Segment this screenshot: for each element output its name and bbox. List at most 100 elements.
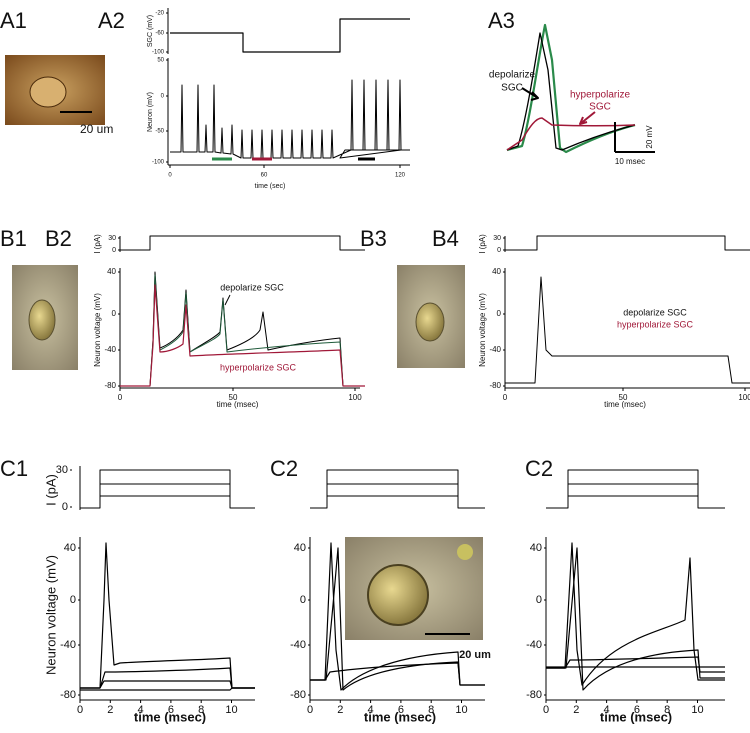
x-tick-label: 6 xyxy=(634,704,640,716)
panel-label: B4 xyxy=(432,226,459,251)
y-tick-label: -40 xyxy=(526,639,542,651)
y-tick-label: -20 xyxy=(155,11,164,17)
arrow xyxy=(224,294,231,306)
x-tick-label: 50 xyxy=(619,393,628,402)
cell xyxy=(367,564,429,626)
x-tick-label: 4 xyxy=(368,704,374,716)
x-tick-label: 0 xyxy=(543,704,549,716)
label: hyperpolarize SGC xyxy=(617,319,694,329)
y-tick-label: -80 xyxy=(489,381,501,390)
cell xyxy=(29,76,67,108)
axis-title: I (pA) xyxy=(43,474,58,506)
micrograph-b1 xyxy=(12,265,78,370)
x-tick-label: 100 xyxy=(738,393,750,402)
trace xyxy=(505,276,750,384)
trace xyxy=(310,542,485,691)
x-tick-label: 0 xyxy=(118,393,123,402)
y-tick-label: 40 xyxy=(107,267,116,276)
current-step xyxy=(310,469,485,509)
y-tick-label: 40 xyxy=(492,267,501,276)
label: depolarize SGC xyxy=(220,282,284,292)
x-tick-label: 0 xyxy=(168,173,172,179)
scale-label: 20 um xyxy=(80,122,113,136)
x-tick-label: 6 xyxy=(168,704,174,716)
panel-label: A3 xyxy=(488,8,515,33)
trace xyxy=(120,284,365,387)
trace xyxy=(170,18,410,53)
y-tick-label: -60 xyxy=(155,31,164,37)
panel-label: B3 xyxy=(360,226,387,251)
y-tick-label: 40 xyxy=(530,542,542,554)
panel-label: B2 xyxy=(45,226,72,251)
scale-label: 20 um xyxy=(459,649,491,661)
y-tick-label: 30 xyxy=(108,235,116,242)
y-tick-label: 40 xyxy=(64,542,76,554)
axis-title: time (sec) xyxy=(255,183,286,190)
y-tick-label: 30 xyxy=(493,235,501,242)
cell xyxy=(415,302,445,342)
x-tick-label: 10 xyxy=(691,704,703,716)
y-tick-label: -50 xyxy=(155,129,164,135)
y-tick-label: -40 xyxy=(489,345,501,354)
y-tick-label: -40 xyxy=(104,345,116,354)
y-tick-label: -40 xyxy=(60,639,76,651)
trace xyxy=(80,687,255,691)
axis-title: time (msec) xyxy=(364,709,436,724)
x-tick-label: 4 xyxy=(604,704,610,716)
y-tick-label: 0 xyxy=(62,501,68,513)
label: depolarize SGC xyxy=(623,307,687,317)
x-tick-label: 50 xyxy=(229,393,238,402)
label: depolarize xyxy=(489,70,536,81)
y-tick-label: 40 xyxy=(294,542,306,554)
axis-title: time (msec) xyxy=(134,709,206,724)
current-step xyxy=(80,469,255,509)
x-tick-label: 60 xyxy=(261,173,268,179)
panel-label: A1 xyxy=(0,8,27,33)
x-tick-label: 8 xyxy=(428,704,434,716)
x-tick-label: 10 xyxy=(455,704,467,716)
trace xyxy=(506,32,636,151)
axis-title: Neuron voltage (mV) xyxy=(478,293,487,367)
y-tick-label: 0 xyxy=(497,309,502,318)
cell xyxy=(457,544,473,560)
x-tick-label: 6 xyxy=(398,704,404,716)
y-tick-label: 0 xyxy=(70,594,76,606)
y-tick-label: -80 xyxy=(290,689,306,701)
trace xyxy=(506,117,636,151)
y-tick-label: -100 xyxy=(152,50,165,56)
panel-label: A2 xyxy=(98,8,125,33)
x-tick-label: 2 xyxy=(107,704,113,716)
trace xyxy=(120,235,365,251)
y-tick-label: -80 xyxy=(526,689,542,701)
y-tick-label: -40 xyxy=(290,639,306,651)
trace xyxy=(546,656,725,673)
micrograph-a1 xyxy=(5,55,105,125)
trace xyxy=(546,547,725,691)
y-tick-label: 0 xyxy=(161,94,165,100)
x-tick-label: 8 xyxy=(664,704,670,716)
x-tick-label: 100 xyxy=(348,393,362,402)
trace xyxy=(80,667,255,689)
y-tick-label: -80 xyxy=(60,689,76,701)
x-tick-label: 2 xyxy=(573,704,579,716)
x-tick-label: 4 xyxy=(138,704,144,716)
label: hyperpolarize xyxy=(570,90,630,101)
x-tick-label: 2 xyxy=(337,704,343,716)
y-tick-label: 0 xyxy=(300,594,306,606)
y-tick-label: 0 xyxy=(112,247,116,254)
panel-label: C2 xyxy=(270,456,298,481)
y-tick-label: -100 xyxy=(152,160,165,166)
label: SGC xyxy=(589,102,611,113)
axis-title: I (pA) xyxy=(93,234,102,254)
label: SGC xyxy=(501,83,523,94)
label: hyperpolarize SGC xyxy=(220,362,297,372)
x-tick-label: 120 xyxy=(395,173,406,179)
scale-label: 20 mV xyxy=(645,125,654,149)
y-tick-label: 0 xyxy=(497,247,501,254)
y-tick-label: 50 xyxy=(157,58,164,64)
trace xyxy=(310,547,461,691)
axis-title: Neuron voltage (mV) xyxy=(43,555,58,675)
y-tick-label: -80 xyxy=(104,381,116,390)
trace xyxy=(80,542,255,689)
